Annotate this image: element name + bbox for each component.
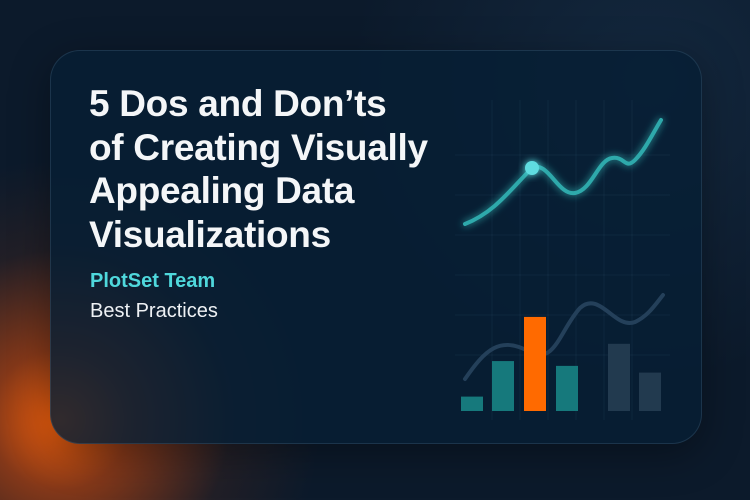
bar (556, 365, 578, 411)
title-line: of Creating Visually (89, 126, 428, 168)
author-label: PlotSet Team (90, 270, 216, 292)
title-line: 5 Dos and Don’ts (89, 83, 387, 124)
trend-line (463, 118, 663, 226)
bar (461, 396, 483, 411)
title-line: Appealing Data (89, 170, 355, 211)
highlight-point (525, 161, 539, 175)
hero-card (50, 50, 702, 444)
bar (608, 343, 630, 411)
background-trend-line (463, 293, 665, 381)
category-label: Best Practices (90, 300, 218, 322)
bar (492, 361, 514, 411)
title-line: Visualizations (89, 213, 331, 255)
bar (524, 316, 546, 411)
article-title: 5 Dos and Don’ts of Creating Visually Ap… (89, 82, 469, 256)
bar (639, 372, 661, 411)
